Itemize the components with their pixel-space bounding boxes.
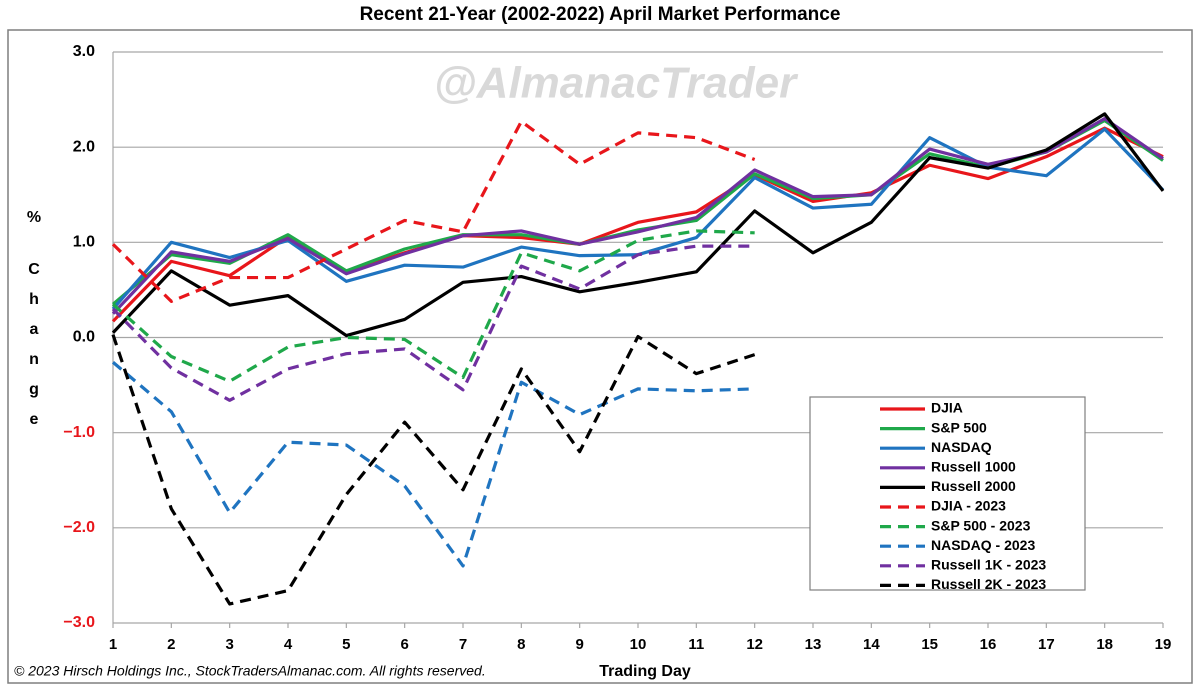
x-tick-label: 14	[863, 636, 880, 653]
y-axis-label: %	[27, 209, 41, 226]
series-line	[111, 112, 1165, 338]
chart-frame	[7, 29, 1193, 684]
y-tick-label: 2.0	[73, 138, 95, 155]
x-tick-label: 19	[1155, 636, 1172, 653]
legend-label: Russell 1000	[931, 459, 1016, 475]
y-tick-label: 3.0	[73, 43, 95, 60]
legend-label: Russell 1K - 2023	[931, 557, 1046, 573]
legend-label: Russell 2000	[931, 478, 1016, 494]
x-tick-label: 8	[517, 636, 525, 653]
x-tick-label: 7	[459, 636, 467, 653]
y-tick-label: −3.0	[63, 614, 95, 631]
x-tick-label: 5	[342, 636, 350, 653]
series-line	[111, 244, 755, 402]
x-tick-label: 10	[630, 636, 647, 653]
legend-label: NASDAQ - 2023	[931, 537, 1035, 553]
y-tick-label: 0.0	[73, 329, 95, 346]
series-line	[111, 126, 1164, 323]
x-tick-label: 4	[284, 636, 293, 653]
legend-label: DJIA - 2023	[931, 498, 1006, 514]
legend-label: S&P 500 - 2023	[931, 517, 1031, 533]
legend-label: DJIA	[931, 400, 963, 416]
x-tick-label: 3	[225, 636, 233, 653]
x-tick-label: 15	[921, 636, 938, 653]
footer: © 2023 Hirsch Holdings Inc., StockTrader…	[14, 663, 486, 679]
x-tick-label: 18	[1096, 636, 1113, 653]
x-axis-label: Trading Day	[599, 663, 691, 680]
series-line	[111, 119, 756, 303]
series-line	[111, 229, 755, 383]
series-line	[111, 334, 756, 606]
watermark: @AlmanacTrader	[434, 59, 799, 108]
x-tick-label: 17	[1038, 636, 1055, 653]
y-tick-label: −2.0	[63, 519, 95, 536]
x-tick-label: 16	[980, 636, 997, 653]
y-tick-label: 1.0	[73, 234, 95, 251]
x-tick-label: 6	[400, 636, 408, 653]
x-tick-label: 2	[167, 636, 175, 653]
x-tick-label: 11	[688, 636, 704, 653]
legend-label: Russell 2K - 2023	[931, 576, 1046, 592]
x-tick-label: 13	[805, 636, 822, 653]
series-line	[111, 117, 1164, 315]
chart-title: Recent 21-Year (2002-2022) April Market …	[360, 4, 841, 25]
series-line	[111, 361, 755, 568]
legend-label: NASDAQ	[931, 439, 992, 455]
x-tick-label: 9	[575, 636, 583, 653]
y-tick-label: −1.0	[63, 424, 95, 441]
x-tick-label: 1	[109, 636, 117, 653]
legend-box	[809, 396, 1086, 591]
x-tick-label: 12	[746, 636, 763, 653]
legend-label: S&P 500	[931, 419, 987, 435]
